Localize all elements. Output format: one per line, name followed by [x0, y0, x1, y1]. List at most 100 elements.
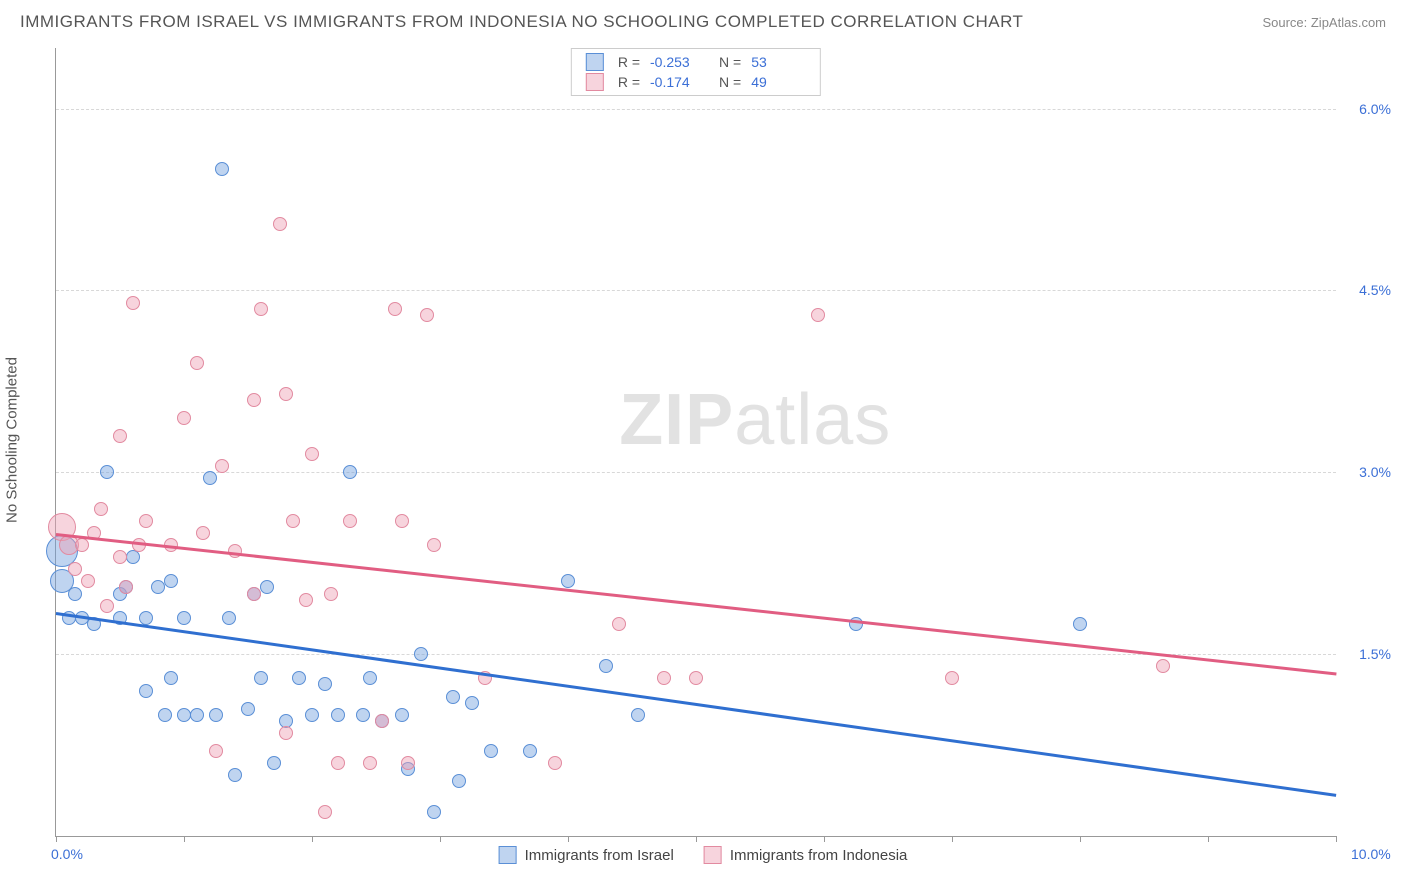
- legend-swatch: [586, 73, 604, 91]
- data-point: [247, 587, 261, 601]
- data-point: [561, 574, 575, 588]
- watermark: ZIPatlas: [619, 379, 891, 461]
- data-point: [190, 356, 204, 370]
- legend-item: Immigrants from Israel: [499, 846, 674, 864]
- data-point: [484, 744, 498, 758]
- r-label: R =: [618, 74, 640, 90]
- data-point: [318, 677, 332, 691]
- legend-label: Immigrants from Israel: [525, 847, 674, 864]
- data-point: [811, 308, 825, 322]
- chart-source: Source: ZipAtlas.com: [1262, 15, 1386, 30]
- data-point: [279, 387, 293, 401]
- data-point: [151, 580, 165, 594]
- data-point: [523, 744, 537, 758]
- data-point: [299, 593, 313, 607]
- data-point: [657, 671, 671, 685]
- legend-stat-row: R = -0.174 N = 49: [586, 72, 806, 92]
- x-tick: [1336, 836, 1337, 842]
- legend-swatch: [499, 846, 517, 864]
- data-point: [305, 447, 319, 461]
- x-tick: [440, 836, 441, 842]
- data-point: [1156, 659, 1170, 673]
- x-tick: [568, 836, 569, 842]
- y-tick-label: 1.5%: [1359, 646, 1391, 662]
- data-point: [164, 671, 178, 685]
- data-point: [68, 562, 82, 576]
- x-axis-label: 0.0%: [51, 846, 83, 862]
- data-point: [164, 574, 178, 588]
- data-point: [177, 411, 191, 425]
- x-axis-label: 10.0%: [1351, 846, 1391, 862]
- data-point: [209, 744, 223, 758]
- data-point: [267, 756, 281, 770]
- data-point: [548, 756, 562, 770]
- data-point: [401, 756, 415, 770]
- data-point: [945, 671, 959, 685]
- x-tick: [1208, 836, 1209, 842]
- r-label: R =: [618, 54, 640, 70]
- legend-swatch: [586, 53, 604, 71]
- r-value: -0.174: [650, 74, 705, 90]
- data-point: [196, 526, 210, 540]
- gridline: [56, 654, 1336, 655]
- data-point: [177, 611, 191, 625]
- data-point: [279, 726, 293, 740]
- x-tick: [56, 836, 57, 842]
- data-point: [139, 611, 153, 625]
- gridline: [56, 472, 1336, 473]
- gridline: [56, 290, 1336, 291]
- data-point: [318, 805, 332, 819]
- n-label: N =: [719, 54, 741, 70]
- data-point: [119, 580, 133, 594]
- data-point: [427, 538, 441, 552]
- data-point: [100, 465, 114, 479]
- data-point: [215, 162, 229, 176]
- data-point: [228, 768, 242, 782]
- data-point: [375, 714, 389, 728]
- watermark-atlas: atlas: [734, 380, 891, 460]
- legend-label: Immigrants from Indonesia: [730, 847, 908, 864]
- data-point: [68, 587, 82, 601]
- data-point: [158, 708, 172, 722]
- x-tick: [312, 836, 313, 842]
- data-point: [292, 671, 306, 685]
- x-tick: [696, 836, 697, 842]
- data-point: [273, 217, 287, 231]
- data-point: [452, 774, 466, 788]
- x-tick: [824, 836, 825, 842]
- x-tick: [1080, 836, 1081, 842]
- data-point: [363, 756, 377, 770]
- x-tick: [184, 836, 185, 842]
- n-value: 53: [751, 54, 806, 70]
- data-point: [126, 550, 140, 564]
- x-tick: [952, 836, 953, 842]
- data-point: [222, 611, 236, 625]
- y-axis-label: No Schooling Completed: [4, 357, 21, 523]
- data-point: [331, 756, 345, 770]
- chart-title: IMMIGRANTS FROM ISRAEL VS IMMIGRANTS FRO…: [20, 12, 1023, 32]
- n-value: 49: [751, 74, 806, 90]
- r-value: -0.253: [650, 54, 705, 70]
- data-point: [465, 696, 479, 710]
- data-point: [241, 702, 255, 716]
- legend-swatch: [704, 846, 722, 864]
- data-point: [190, 708, 204, 722]
- data-point: [286, 514, 300, 528]
- data-point: [612, 617, 626, 631]
- data-point: [215, 459, 229, 473]
- data-point: [363, 671, 377, 685]
- data-point: [126, 296, 140, 310]
- data-point: [113, 429, 127, 443]
- data-point: [254, 302, 268, 316]
- n-label: N =: [719, 74, 741, 90]
- gridline: [56, 109, 1336, 110]
- data-point: [631, 708, 645, 722]
- y-tick-label: 6.0%: [1359, 101, 1391, 117]
- data-point: [414, 647, 428, 661]
- data-point: [139, 514, 153, 528]
- data-point: [420, 308, 434, 322]
- data-point: [388, 302, 402, 316]
- legend-stats: R = -0.253 N = 53 R = -0.174 N = 49: [571, 48, 821, 96]
- legend-stat-row: R = -0.253 N = 53: [586, 52, 806, 72]
- data-point: [395, 708, 409, 722]
